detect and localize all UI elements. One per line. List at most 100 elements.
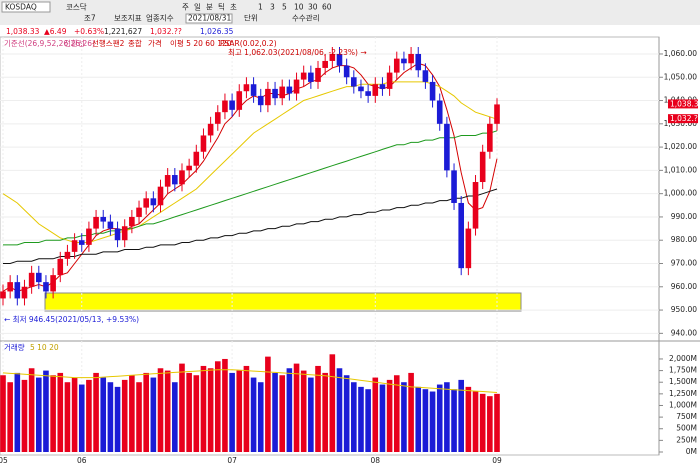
period[interactable]: 분	[206, 3, 213, 12]
volume-bar	[71, 377, 78, 452]
symbol-box[interactable]	[1, 1, 51, 13]
volume-bar	[129, 375, 135, 452]
moving-average	[3, 130, 498, 246]
volume-bar	[121, 379, 128, 452]
candle-body	[78, 240, 85, 245]
candle-body	[207, 123, 214, 136]
moving-average	[2, 81, 498, 243]
volume-bar	[107, 382, 114, 452]
candle-body	[57, 258, 64, 276]
candle-body	[379, 84, 386, 89]
manage[interactable]: 수수관리	[292, 13, 320, 23]
volume-bar	[143, 372, 149, 452]
candle-body	[157, 186, 164, 206]
y-tick-label: 1,050.00	[664, 72, 698, 81]
volume-bar	[286, 368, 293, 452]
y-tick-label: 1,030.00	[664, 119, 698, 128]
candle-body	[193, 151, 200, 166]
tool[interactable]: 조7	[84, 14, 96, 23]
volume-bar	[300, 370, 307, 452]
volume-bar	[472, 391, 479, 452]
candle-body	[107, 221, 114, 229]
candle-body	[64, 251, 71, 259]
symbol[interactable]: KOSDAQ	[5, 3, 37, 12]
info-low: 1,026.35	[200, 27, 234, 36]
candle-body	[465, 228, 472, 269]
minute[interactable]: 3	[270, 3, 275, 12]
y-tick-label: 980.00	[671, 235, 697, 244]
volume-bar	[293, 363, 300, 452]
volume-bar	[401, 382, 407, 452]
candle-body	[21, 286, 28, 299]
volume-bar	[50, 375, 56, 452]
period[interactable]: 일	[194, 3, 201, 12]
candle-body	[136, 207, 142, 217]
period[interactable]: 초	[230, 3, 237, 12]
minute[interactable]: 5	[282, 3, 287, 12]
volume-bar	[451, 389, 457, 452]
volume-bar	[35, 377, 42, 452]
y-tick-label: 1,000.00	[664, 189, 698, 198]
candle-body	[408, 53, 414, 64]
x-tick-label: 09	[492, 456, 502, 465]
volume-bar	[193, 375, 200, 452]
legend-label: 종합	[128, 39, 142, 48]
x-tick-label: 05	[0, 456, 8, 465]
minute[interactable]: 30	[308, 3, 318, 12]
volume-legend: 거래량	[4, 343, 25, 352]
candle-body	[150, 198, 157, 206]
candle-body	[14, 282, 21, 299]
candle-body	[293, 79, 300, 94]
candle-body	[351, 77, 357, 87]
volume-bar	[43, 370, 49, 452]
period[interactable]: 주	[182, 3, 189, 12]
volume-bar	[93, 372, 99, 452]
volume-bar	[329, 354, 336, 452]
legend-label: PSAR(0.02,0.2)	[220, 39, 277, 48]
candle-body	[329, 53, 336, 61]
last-price-box	[668, 99, 698, 109]
tool[interactable]: 보조지표	[114, 14, 142, 23]
volume-bar	[444, 382, 450, 452]
candle-body	[401, 58, 407, 64]
volume-bar	[393, 375, 400, 452]
tool[interactable]: 업종지수	[146, 14, 174, 23]
candle-body	[436, 100, 443, 124]
candle-body	[121, 226, 128, 241]
candle-body	[129, 216, 135, 227]
candle-body	[257, 95, 264, 106]
candle-body	[243, 84, 250, 92]
candle-body	[458, 202, 465, 269]
candle-body	[372, 84, 379, 96]
date[interactable]: 2021/08/31	[188, 14, 231, 23]
candle-body	[279, 86, 286, 99]
info-change: ▲6.49	[44, 27, 67, 36]
period[interactable]: 틱	[218, 2, 225, 12]
max-annotation: 최고 1,062.03(2021/08/06, -2.23%) →	[228, 47, 367, 57]
candle-body	[422, 70, 429, 82]
volume-bar	[164, 370, 171, 452]
volume-bar	[214, 361, 221, 452]
minute[interactable]: 60	[322, 3, 332, 12]
volume-bar	[422, 389, 429, 452]
volume-bar	[64, 382, 71, 452]
candle-body	[43, 282, 49, 292]
candle-body	[487, 123, 493, 152]
volume-bar	[186, 372, 192, 452]
minute[interactable]: 10	[294, 3, 304, 12]
volume-tick-label: 250M	[676, 435, 697, 444]
volume-bar	[436, 384, 443, 452]
candle-body	[429, 81, 436, 101]
y-tick-label: 1,010.00	[664, 165, 698, 174]
date-box[interactable]	[185, 13, 233, 24]
minute[interactable]: 1	[258, 3, 263, 12]
unit[interactable]: 단위	[244, 13, 258, 23]
legend-label: 가격	[148, 38, 162, 48]
volume-bar	[57, 372, 64, 452]
volume-tick-label: 500M	[676, 424, 697, 433]
candle-body	[451, 170, 457, 203]
candle-body	[343, 65, 350, 78]
candle-body	[265, 88, 271, 106]
candle-body	[286, 86, 293, 94]
